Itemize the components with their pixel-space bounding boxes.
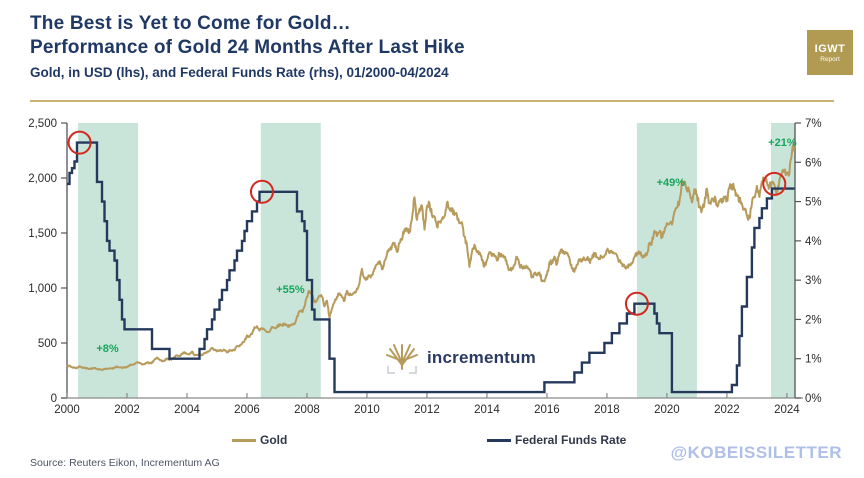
gold-line-swatch [232, 438, 256, 442]
igwt-logo-subtext: Report [820, 55, 840, 63]
legend-item-ffr: Federal Funds Rate [487, 433, 626, 447]
svg-text:2008: 2008 [294, 404, 320, 416]
svg-text:+49%: +49% [657, 177, 686, 189]
svg-text:1,500: 1,500 [28, 228, 57, 240]
svg-text:2010: 2010 [354, 404, 380, 416]
svg-text:2006: 2006 [234, 404, 260, 416]
incrementum-wordmark: incrementum [427, 348, 536, 367]
svg-text:2000: 2000 [54, 404, 80, 416]
legend-label-gold: Gold [260, 433, 288, 447]
watermark: @KOBEISSILETTER [670, 443, 842, 462]
ffr-line-swatch [487, 438, 511, 442]
page-title-line1: The Best is Yet to Come for Gold… [30, 13, 351, 34]
svg-text:1%: 1% [805, 354, 822, 366]
svg-text:+55%: +55% [276, 284, 305, 296]
svg-text:2020: 2020 [654, 404, 680, 416]
svg-text:2024: 2024 [774, 404, 800, 416]
svg-text:2,500: 2,500 [28, 118, 57, 130]
chart-header: The Best is Yet to Come for Gold… Perfor… [30, 12, 790, 80]
svg-text:6%: 6% [805, 157, 822, 169]
svg-text:2004: 2004 [174, 404, 200, 416]
svg-text:2,000: 2,000 [28, 173, 57, 185]
svg-text:+8%: +8% [96, 343, 119, 355]
svg-text:0: 0 [51, 393, 57, 405]
svg-text:2018: 2018 [594, 404, 620, 416]
source-note: Source: Reuters Eikon, Incrementum AG [30, 457, 220, 469]
svg-text:7%: 7% [805, 118, 822, 130]
svg-text:2%: 2% [805, 314, 822, 326]
chart-subtitle: Gold, in USD (lhs), and Federal Funds Ra… [30, 65, 449, 80]
incrementum-tree-icon [386, 344, 418, 374]
incrementum-logo: incrementum [386, 341, 536, 375]
svg-text:2002: 2002 [114, 404, 140, 416]
svg-text:4%: 4% [805, 236, 822, 248]
igwt-logo-text: IGWT [814, 42, 846, 55]
svg-text:0%: 0% [805, 393, 822, 405]
svg-text:+21%: +21% [768, 137, 797, 149]
page-title-line2: Performance of Gold 24 Months After Last… [30, 37, 465, 58]
header-divider [30, 100, 834, 102]
svg-text:3%: 3% [805, 275, 822, 287]
svg-text:2012: 2012 [414, 404, 440, 416]
chart-legend: Gold Federal Funds Rate [0, 433, 864, 449]
svg-text:500: 500 [38, 338, 57, 350]
igwt-report-logo: IGWT Report [807, 30, 853, 75]
svg-text:2014: 2014 [474, 404, 500, 416]
svg-text:1,000: 1,000 [28, 283, 57, 295]
svg-text:5%: 5% [805, 197, 822, 209]
svg-text:2022: 2022 [714, 404, 740, 416]
svg-text:2016: 2016 [534, 404, 560, 416]
legend-item-gold: Gold [232, 433, 287, 447]
legend-label-ffr: Federal Funds Rate [515, 433, 627, 447]
